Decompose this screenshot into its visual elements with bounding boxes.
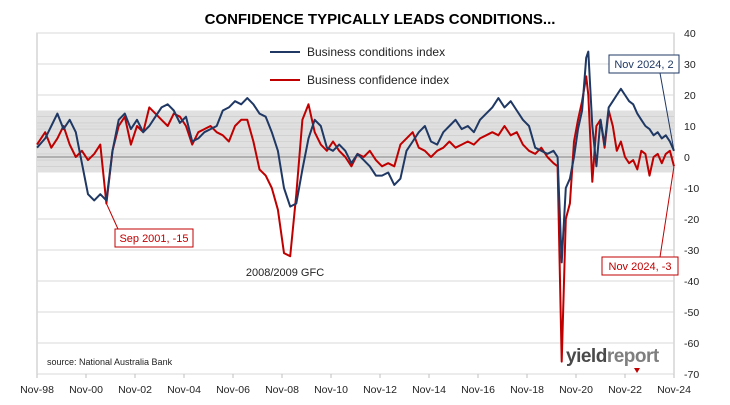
x-tick-label: Nov-12 bbox=[363, 384, 397, 396]
shaded-band-layer bbox=[37, 110, 674, 173]
x-tick-label: Nov-18 bbox=[510, 384, 544, 396]
annotation-sep2001-box bbox=[114, 228, 194, 248]
annotation-gfc-label: 2008/2009 GFC bbox=[246, 267, 324, 279]
x-tick-label: Nov-00 bbox=[69, 384, 103, 396]
series-line-conditions bbox=[36, 50, 675, 264]
x-tick-label: Nov-20 bbox=[559, 384, 593, 396]
brand-logo: yieldreport bbox=[566, 346, 660, 373]
x-tick-label: Nov-02 bbox=[118, 384, 152, 396]
x-tick-label: Nov-06 bbox=[216, 384, 250, 396]
series-layer bbox=[36, 50, 675, 363]
x-tick-label: Nov-22 bbox=[608, 384, 642, 396]
y-tick-label: -70 bbox=[684, 369, 699, 381]
x-tick-label: Nov-10 bbox=[314, 384, 348, 396]
y-tick-label: -10 bbox=[684, 183, 699, 195]
y-tick-label: -50 bbox=[684, 307, 699, 319]
brand-logo-marker bbox=[634, 368, 640, 373]
x-tick-label: Nov-16 bbox=[461, 384, 495, 396]
series-line-confidence bbox=[36, 75, 675, 363]
brand-logo-part2: report bbox=[607, 346, 660, 367]
y-tick-label: 20 bbox=[684, 90, 696, 102]
annotation-nov2024-conditions-box bbox=[608, 54, 680, 74]
x-tick-label: Nov-24 bbox=[657, 384, 691, 396]
annotations: Sep 2001, -15 2008/2009 GFC Nov 2024, 2 Nov… bbox=[105, 54, 680, 279]
legend-label-confidence: Business confidence index bbox=[307, 73, 449, 87]
annotation-nov2024-confidence-leader bbox=[659, 166, 675, 258]
annotation-nov2024-conditions-label: Nov 2024, 2 bbox=[614, 59, 673, 71]
annotation-nov2024-conditions-leader bbox=[659, 72, 675, 151]
y-tick-label: 40 bbox=[684, 28, 696, 40]
y-tick-label: -20 bbox=[684, 214, 699, 226]
source-note: source: National Australia Bank bbox=[47, 357, 173, 367]
y-tick-label: -60 bbox=[684, 338, 699, 350]
y-tick-label: 0 bbox=[684, 152, 690, 164]
y-tick-label: -40 bbox=[684, 276, 699, 288]
x-tick-label: Nov-14 bbox=[412, 384, 446, 396]
y-tick-label: -30 bbox=[684, 245, 699, 257]
brand-logo-part1: yield bbox=[566, 346, 607, 367]
legend: Business conditions index Business confi… bbox=[270, 45, 449, 87]
annotation-sep2001-leader bbox=[105, 203, 119, 230]
x-tick-label: Nov-08 bbox=[265, 384, 299, 396]
annotation-nov2024-confidence-box bbox=[601, 256, 679, 276]
y-axis-ticks: 40 30 20 10 0 -10 -20 -30 -40 -50 -60 -70 bbox=[684, 28, 699, 381]
svg-text:yieldreport: yieldreport bbox=[566, 346, 660, 367]
annotation-nov2024-confidence-label: Nov 2024, -3 bbox=[609, 261, 672, 273]
x-tick-label: Nov-98 bbox=[20, 384, 54, 396]
x-axis-ticks: Nov-98 Nov-00 Nov-02 Nov-04 Nov-06 Nov-08 Nov-… bbox=[20, 374, 691, 396]
y-tick-label: 30 bbox=[684, 59, 696, 71]
legend-label-conditions: Business conditions index bbox=[307, 45, 445, 59]
x-tick-label: Nov-04 bbox=[167, 384, 201, 396]
annotation-sep2001-label: Sep 2001, -15 bbox=[119, 233, 188, 245]
y-tick-label: 10 bbox=[684, 121, 696, 133]
chart-title: CONFIDENCE TYPICALLY LEADS CONDITIONS... bbox=[205, 11, 556, 28]
